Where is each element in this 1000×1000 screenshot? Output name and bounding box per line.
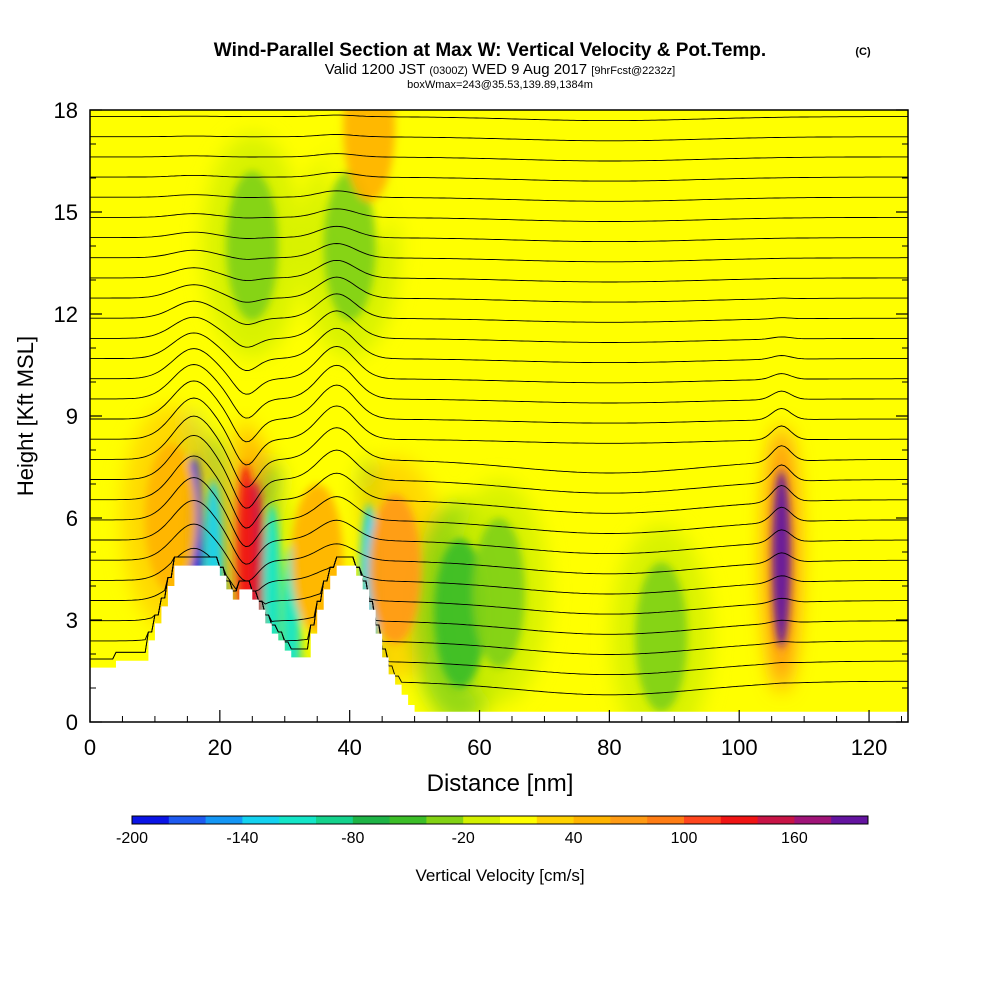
colorbar-swatch [352, 816, 391, 824]
x-tick-label: 80 [597, 735, 621, 760]
chart-title: Wind-Parallel Section at Max W: Vertical… [214, 40, 766, 61]
isentrope-line [90, 96, 908, 101]
colorbar-swatch [536, 816, 575, 824]
y-tick-label: 9 [66, 404, 78, 429]
colorbar-swatch [831, 816, 869, 824]
colorbar-swatch [426, 816, 464, 824]
terrain [90, 565, 908, 722]
colorbar-frame [131, 815, 869, 825]
isentrope-line [90, 345, 908, 395]
colorbar-swatch [279, 816, 317, 824]
x-axis-label: Distance [nm] [427, 770, 574, 797]
x-tick-label: 20 [208, 735, 232, 760]
colorbar-swatch [720, 816, 759, 824]
isentrope-line [90, 190, 908, 202]
x-tick-label: 100 [721, 735, 758, 760]
isentrope-line [90, 397, 908, 466]
colorbar-swatch [168, 816, 207, 824]
velocity-core [369, 494, 422, 644]
velocity-core [434, 538, 487, 688]
colorbar-label: Vertical Velocity [cm/s] [415, 866, 584, 885]
forecast-info: [9hrFcst@2232z] [591, 65, 675, 77]
colorbar-tick-label: 160 [781, 830, 808, 847]
plot-area [90, 96, 908, 722]
velocity-core [226, 171, 279, 321]
valid-date: WED 9 Aug 2017 [472, 61, 587, 78]
isentrope-line [90, 499, 908, 565]
isentrope-line [90, 134, 908, 142]
isentrope-line [90, 310, 908, 348]
velocity-core [473, 518, 525, 668]
valid-prefix: Valid 1200 JST [325, 61, 425, 78]
colorbar-tick-label: 40 [565, 830, 583, 847]
isentrope-line [90, 477, 908, 548]
colorbar-swatch [242, 816, 280, 824]
colorbar-tick-label: 100 [671, 830, 698, 847]
y-tick-label: 15 [54, 200, 78, 225]
colorbar-tick-label: -200 [116, 830, 148, 847]
isentrope-line [90, 153, 908, 162]
colorbar-swatch [205, 816, 243, 824]
colorbar-swatch [389, 816, 427, 824]
axes: 0 20 40 60 80 100 120 0 3 6 9 12 15 18 [54, 98, 908, 760]
colorbar-swatch [794, 816, 832, 824]
x-tick-label: 60 [467, 735, 491, 760]
colorbar-tick-label: -80 [341, 830, 364, 847]
colorbar-swatch [132, 816, 170, 824]
colorbar: -200 -140 -80 -20 40 100 160 [116, 815, 869, 847]
isentrope-line [90, 171, 908, 182]
valid-utc: (0300Z) [429, 65, 468, 77]
colorbar-swatch [647, 816, 685, 824]
colorbar-swatch [500, 816, 538, 824]
y-tick-label: 18 [54, 98, 78, 123]
colorbar-swatch [610, 816, 648, 824]
isentrope-line [90, 523, 908, 582]
box-wmax-info: boxWmax=243@35.53,139.89,1384m [407, 79, 593, 91]
isentrope-line [90, 243, 908, 263]
y-axis-label: Height [Kft MSL] [13, 336, 38, 496]
colorbar-swatch [573, 816, 611, 824]
isentrope-line [90, 259, 908, 283]
velocity-core [635, 562, 688, 712]
x-tick-label: 120 [851, 735, 888, 760]
isentrope-line [90, 327, 908, 371]
isentrope-line [90, 415, 908, 488]
isentrope-line [90, 380, 908, 443]
x-tick-label: 0 [84, 735, 96, 760]
colorbar-swatch [316, 816, 354, 824]
y-tick-label: 0 [66, 710, 78, 735]
colorbar-tick-label: -20 [452, 830, 475, 847]
colorbar-swatch [463, 816, 501, 824]
colorbar-swatch [757, 816, 795, 824]
copyright-mark: (C) [855, 46, 871, 58]
colorbar-swatch [684, 816, 722, 824]
isentrope-line [90, 276, 908, 303]
isentrope-line [90, 455, 908, 529]
isentrope-line [90, 293, 908, 325]
isentrope-line [90, 114, 908, 122]
isentrope-line [90, 364, 908, 419]
colorbar-tick-label: -140 [226, 830, 258, 847]
isentrope-line [90, 208, 908, 222]
isentrope-line [90, 434, 908, 509]
y-tick-label: 12 [54, 302, 78, 327]
valid-time: Valid 1200 JST (0300Z) WED 9 Aug 2017 [9… [325, 61, 675, 78]
isentrope-line [90, 547, 908, 595]
y-tick-label: 3 [66, 608, 78, 633]
x-tick-label: 40 [337, 735, 361, 760]
isentrope-line [90, 225, 908, 243]
velocity-core [772, 470, 791, 648]
isentrope-contours [90, 96, 908, 696]
y-tick-label: 6 [66, 506, 78, 531]
